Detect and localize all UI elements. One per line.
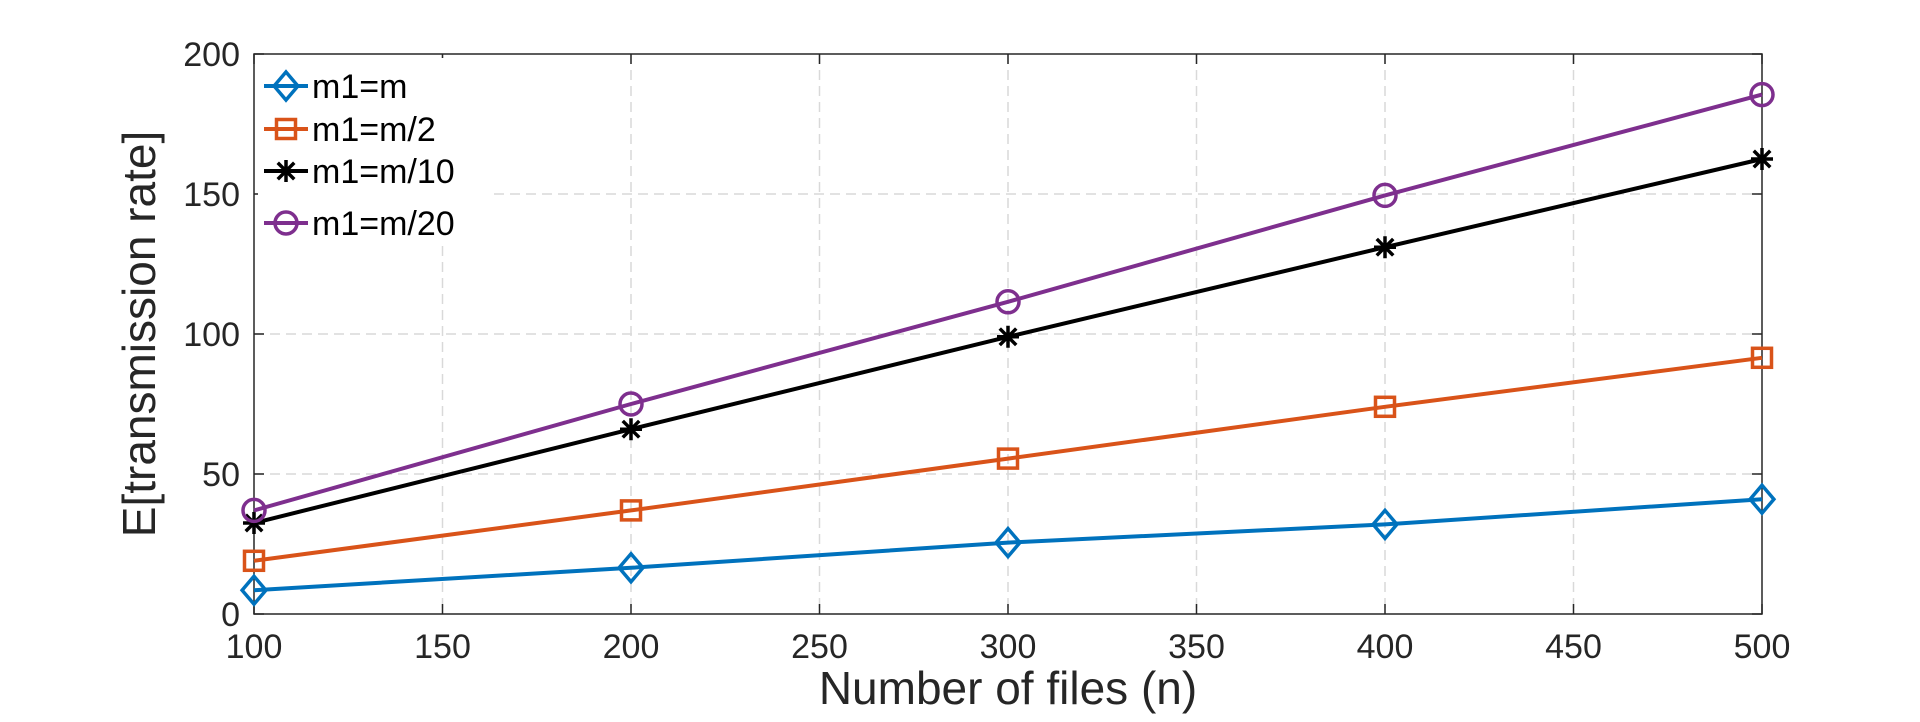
legend-entry-m1-m-2: m1=m/2 <box>264 111 436 149</box>
legend-label-m1-m-10: m1=m/10 <box>312 153 455 191</box>
y-tick-label-200: 200 <box>183 36 240 74</box>
series-3-point-500-shape <box>1751 148 1773 170</box>
legend-marker-1 <box>271 69 301 103</box>
series-group <box>239 81 1777 607</box>
legend-marker-4 <box>273 210 299 236</box>
series-2-point-500 <box>1750 346 1774 370</box>
series-2-point-200 <box>619 499 643 522</box>
x-tick-label-400: 400 <box>1357 628 1414 666</box>
x-tick-label-200: 200 <box>603 628 660 666</box>
y-axis-ticks: 0 50 100 150 200 <box>183 36 1762 634</box>
legend-marker-3-shape <box>275 160 297 182</box>
y-tick-label-150: 150 <box>183 176 240 214</box>
series-4-point-100 <box>241 497 267 524</box>
legend-entry-m1-m-20: m1=m/20 <box>264 205 455 243</box>
legend-entry-m1-m-10: m1=m/10 <box>264 153 455 191</box>
series-3-point-200 <box>620 418 642 441</box>
series-4 <box>241 81 1775 524</box>
series-3-point-500 <box>1751 148 1773 170</box>
series-2-point-100 <box>242 549 266 573</box>
y-tick-label-0: 0 <box>221 596 240 634</box>
x-tick-label-450: 450 <box>1545 628 1602 666</box>
y-axis-title: E[transmission rate] <box>113 131 165 537</box>
y-tick-label-50: 50 <box>202 456 240 494</box>
x-axis-title: Number of files (n) <box>819 662 1197 714</box>
x-tick-label-350: 350 <box>1168 628 1225 666</box>
legend-marker-2 <box>274 117 298 141</box>
x-tick-label-150: 150 <box>414 628 471 666</box>
series-2-point-400 <box>1373 395 1397 419</box>
legend-marker-3 <box>275 160 297 182</box>
x-axis-ticks: 100 150 200 250 300 350 400 450 500 <box>226 54 1791 666</box>
series-1-point-200 <box>616 551 646 585</box>
series-1-line <box>253 497 1763 593</box>
series-3-point-300-shape <box>997 325 1019 348</box>
legend-label-m1-m-2: m1=m/2 <box>312 111 436 149</box>
series-3-point-400 <box>1374 236 1396 259</box>
series-2 <box>242 346 1774 573</box>
x-tick-label-250: 250 <box>791 628 848 666</box>
series-1-point-100 <box>239 573 269 607</box>
x-tick-label-300: 300 <box>980 628 1037 666</box>
series-1 <box>239 482 1777 607</box>
legend-entry-m1-m: m1=m <box>264 68 407 106</box>
series-1-point-300 <box>993 525 1023 560</box>
series-3-point-200-shape <box>620 418 642 441</box>
series-4-point-400 <box>1372 182 1398 209</box>
series-1-point-500 <box>1747 482 1777 516</box>
series-3-point-300 <box>997 325 1019 348</box>
legend-label-m1-m-20: m1=m/20 <box>312 205 455 243</box>
series-1-point-400 <box>1370 507 1400 542</box>
series-4-line <box>253 92 1763 513</box>
series-4-point-200 <box>618 391 644 417</box>
series-4-point-500 <box>1749 81 1775 108</box>
x-tick-label-500: 500 <box>1734 628 1791 666</box>
legend: m1=m m1=m/2 m1=m/10 m1=m/20 <box>258 58 490 246</box>
legend-label-m1-m: m1=m <box>312 68 407 106</box>
y-tick-label-100: 100 <box>183 316 240 354</box>
series-4-point-300 <box>995 289 1021 315</box>
series-3-point-400-shape <box>1374 236 1396 259</box>
series-2-line <box>253 355 1763 563</box>
series-2-point-300 <box>996 447 1020 470</box>
x-tick-label-100: 100 <box>226 628 283 666</box>
